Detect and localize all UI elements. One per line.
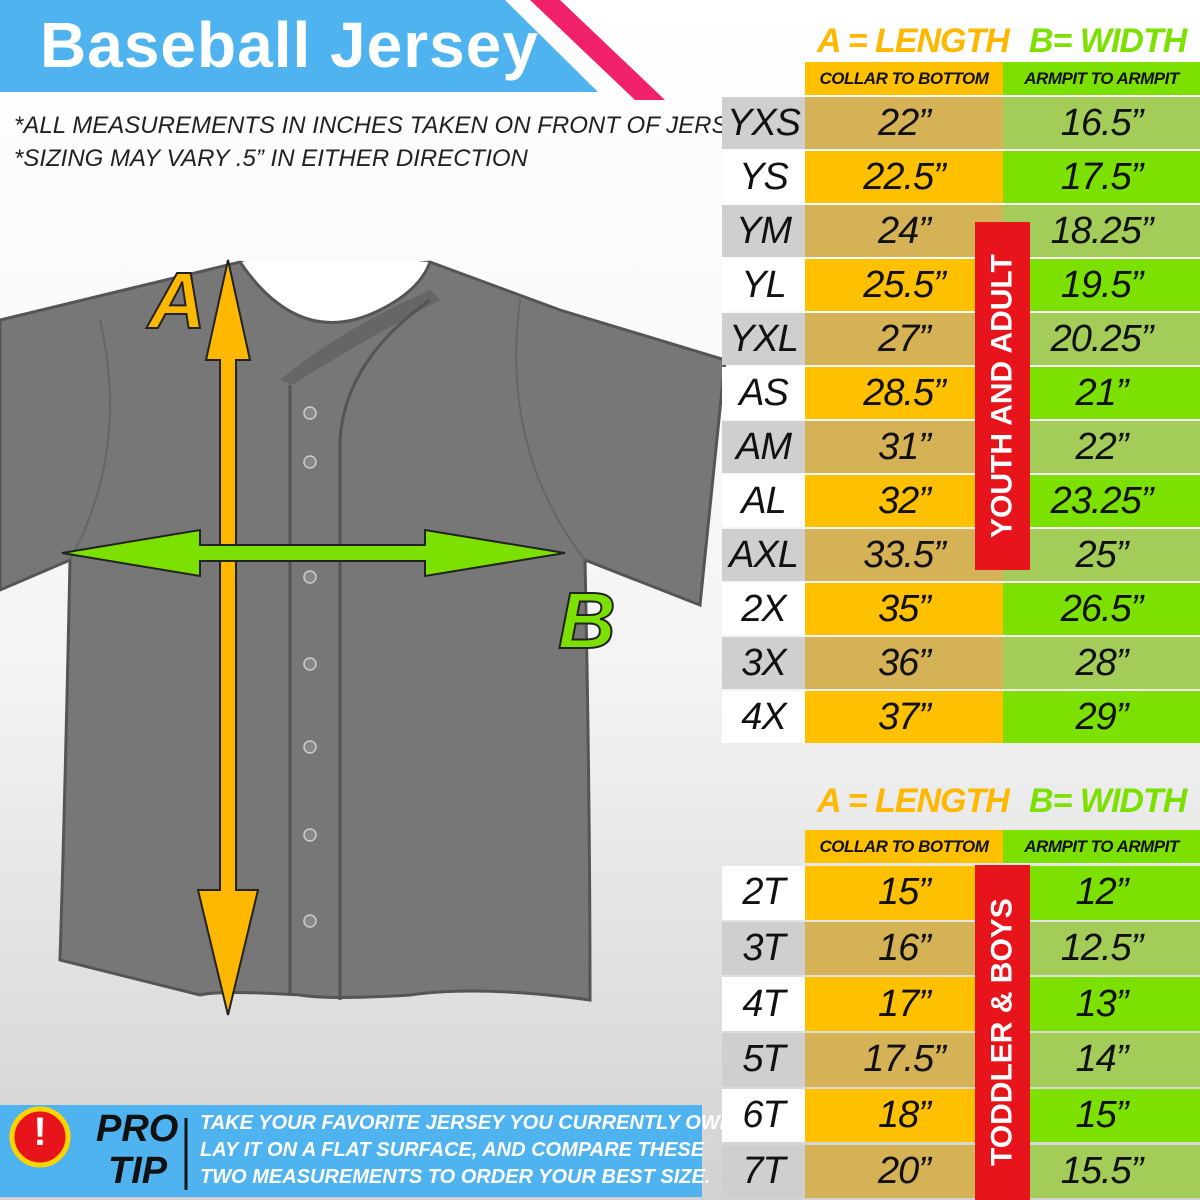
cell-size: 3X [722, 637, 805, 689]
cell-size: 2X [722, 583, 805, 635]
cell-width: 18.25” [1003, 205, 1200, 257]
cell-width: 15.5” [1003, 1144, 1200, 1199]
cell-length: 16” [805, 921, 1003, 976]
cell-width: 17.5” [1003, 151, 1200, 203]
cell-length: 18” [805, 1088, 1003, 1143]
cell-length: 37” [805, 691, 1003, 743]
cell-width: 14” [1003, 1033, 1200, 1087]
cell-length: 17” [805, 977, 1003, 1032]
cell-size: AM [722, 421, 805, 473]
heading-b: B= WIDTH [1029, 22, 1187, 60]
cell-size: 4T [722, 977, 805, 1032]
cell-size: YXL [722, 313, 805, 365]
cell-width: 21” [1003, 367, 1200, 419]
note: *ALL MEASUREMENTS IN INCHES TAKEN ON FRO… [14, 112, 760, 139]
cell-length: 28.5” [805, 367, 1003, 419]
cell-length: 15” [805, 866, 1003, 920]
tip-line: TAKE YOUR FAVORITE JERSEY YOU CURRENTLY … [200, 1112, 740, 1134]
cell-length: 32” [805, 475, 1003, 527]
cell-length: 20” [805, 1144, 1003, 1199]
cell-length: 22.5” [805, 151, 1003, 203]
cell-length: 36” [805, 637, 1003, 689]
cell-size: AXL [722, 529, 805, 581]
subheading-a: COLLAR TO BOTTOM [805, 830, 1003, 863]
cell-length: 17.5” [805, 1033, 1003, 1087]
heading-b: B= WIDTH [1029, 782, 1187, 820]
cell-width: 12.5” [1003, 921, 1200, 976]
cell-width: 22” [1003, 421, 1200, 473]
tip-line: LAY IT ON A FLAT SURFACE, AND COMPARE TH… [200, 1139, 705, 1161]
tip-icon: ! [33, 1110, 47, 1154]
cell-size: 4X [722, 691, 805, 743]
tip-line: TWO MEASUREMENTS TO ORDER YOUR BEST SIZE… [200, 1166, 711, 1188]
cell-width: 26.5” [1003, 583, 1200, 635]
cell-width: 13” [1003, 977, 1200, 1032]
tip-text: TAKE YOUR FAVORITE JERSEY YOU CURRENTLY … [200, 1110, 740, 1191]
title-banner [0, 0, 598, 92]
subheading-b: ARMPIT TO ARMPIT [1003, 830, 1200, 863]
cell-width: 12” [1003, 866, 1200, 920]
tip-label: PRO [96, 1108, 179, 1150]
tip-label: TIP [108, 1150, 168, 1192]
tip-bar [0, 1105, 702, 1197]
cell-size: AS [722, 367, 805, 419]
pink-stripe [530, 0, 665, 100]
subheading-a: COLLAR TO BOTTOM [805, 62, 1003, 95]
cell-size: 2T [722, 866, 805, 920]
note: *SIZING MAY VARY .5” IN EITHER DIRECTION [14, 145, 528, 172]
jersey [0, 260, 727, 1002]
cell-length: 22” [805, 97, 1003, 149]
group-label: YOUTH AND ADULT [975, 222, 1030, 570]
cell-size: 5T [722, 1033, 805, 1087]
cell-length: 25.5” [805, 259, 1003, 311]
cell-width: 19.5” [1003, 259, 1200, 311]
cell-width: 16.5” [1003, 97, 1200, 149]
cell-width: 29” [1003, 691, 1200, 743]
cell-width: 15” [1003, 1088, 1200, 1143]
cell-length: 35” [805, 583, 1003, 635]
cell-size: 6T [722, 1088, 805, 1143]
cell-size: YXS [722, 97, 805, 149]
heading-a: A = LENGTH [817, 782, 1010, 820]
cell-length: 24” [805, 205, 1003, 257]
cell-size: 3T [722, 921, 805, 976]
cell-width: 25” [1003, 529, 1200, 581]
arrow-a [196, 259, 260, 1016]
cell-size: YL [722, 259, 805, 311]
cell-size: 7T [722, 1144, 805, 1199]
cell-width: 28” [1003, 637, 1200, 689]
tip-icon-circle [9, 1106, 71, 1168]
subheading-b: ARMPIT TO ARMPIT [1003, 62, 1200, 95]
label-a: A [147, 255, 207, 346]
group-label: TODDLER & BOYS [975, 865, 1030, 1200]
arrow-b [61, 528, 566, 578]
cell-length: 33.5” [805, 529, 1003, 581]
cell-size: YM [722, 205, 805, 257]
label-b: B [557, 575, 617, 666]
heading-a: A = LENGTH [817, 22, 1010, 60]
cell-size: AL [722, 475, 805, 527]
title: Baseball Jersey [40, 9, 539, 81]
cell-width: 23.25” [1003, 475, 1200, 527]
cell-width: 20.25” [1003, 313, 1200, 365]
cell-length: 31” [805, 421, 1003, 473]
cell-size: YS [722, 151, 805, 203]
cell-length: 27” [805, 313, 1003, 365]
